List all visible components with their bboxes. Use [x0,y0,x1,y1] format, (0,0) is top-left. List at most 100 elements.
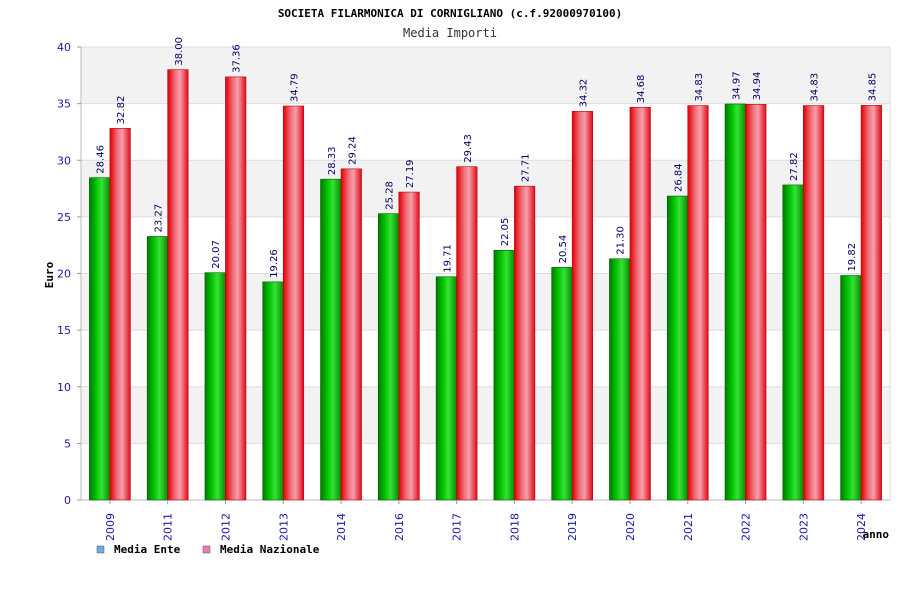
bar-media-ente-2023 [782,184,804,501]
bar-media-nazionale-2016 [398,191,420,501]
plot-band [81,103,890,161]
chart-subtitle: Media Importi [403,26,497,40]
data-label: 22.05 [500,218,511,247]
data-label: 28.33 [327,147,338,176]
x-tick-label: 2021 [682,513,695,541]
legend: Media Ente Media Nazionale [96,543,320,556]
y-tick-label: 5 [64,437,71,450]
x-tick-label: 2016 [393,513,406,541]
data-label: 34.32 [578,79,589,108]
plot-band [81,330,890,387]
bar-media-nazionale-2023 [803,105,825,501]
bar-media-ente-2017 [435,276,457,501]
x-tick-label: 2018 [508,513,521,541]
data-label: 34.97 [731,71,742,100]
y-tick-label: 40 [57,41,71,54]
data-labels: 28.46 32.82 23.27 38.00 20.07 37.36 19.26 34.79… [96,37,879,278]
data-label: 29.43 [463,134,474,163]
x-tick-label: 2022 [740,513,753,541]
bar-media-nazionale-2017 [456,166,478,501]
y-tick-label: 0 [64,494,71,507]
chart-title: SOCIETA FILARMONICA DI CORNIGLIANO (c.f.… [278,7,622,20]
bar-media-nazionale-2011 [167,69,189,501]
data-label: 27.19 [405,159,416,188]
plot-band [81,216,890,274]
data-label: 38.00 [174,37,185,66]
x-axis-label: anno [863,528,890,541]
bar-media-nazionale-2018 [514,185,536,501]
legend-label-media-ente: Media Ente [114,543,181,556]
data-label: 34.68 [636,75,647,104]
data-label: 34.83 [810,73,821,102]
x-axis-ticks: 2009 2011 2012 2013 2014 2016 2017 2018 2019 2020… [104,500,868,541]
bar-media-ente-2020 [609,258,631,501]
y-tick-label: 20 [57,268,71,281]
bar-media-nazionale-2022 [745,104,767,501]
y-tick-label: 35 [57,98,71,111]
bar-media-ente-2024 [840,275,862,501]
bar-media-nazionale-2014 [340,168,362,501]
bar-media-nazionale-2021 [687,105,709,501]
data-label: 34.83 [694,73,705,102]
x-tick-label: 2013 [277,513,290,541]
y-tick-label: 10 [57,381,71,394]
y-tick-label: 15 [57,324,71,337]
data-label: 19.71 [442,244,453,273]
x-tick-label: 2014 [335,513,348,541]
bar-media-nazionale-2020 [629,106,651,501]
bar-media-nazionale-2013 [282,105,305,501]
data-label: 28.46 [96,145,107,174]
data-label: 34.94 [752,72,763,101]
bar-media-nazionale-2024 [860,105,882,501]
plot-band [81,160,890,217]
plot-band [81,273,890,331]
bar-media-ente-2013 [262,281,284,501]
bar-media-ente-2016 [378,213,400,501]
plot-band [81,386,890,444]
data-label: 34.79 [290,73,301,102]
data-label: 23.27 [153,204,164,233]
bar-media-ente-2021 [666,195,689,501]
x-tick-label: 2024 [855,513,868,541]
bars [89,69,882,501]
bar-media-ente-2019 [551,267,573,501]
bar-media-ente-2014 [320,178,342,501]
y-axis-label: Euro [43,261,56,288]
data-label: 25.28 [385,181,396,210]
y-axis-ticks: 0 5 10 15 20 25 30 35 40 [57,41,81,507]
x-tick-label: 2020 [624,513,637,541]
bar-media-ente-2009 [89,177,111,501]
data-label: 26.84 [674,163,685,192]
y-tick-label: 25 [57,211,71,224]
data-label: 27.82 [789,152,800,181]
data-label: 32.82 [116,96,127,125]
x-tick-label: 2017 [451,513,464,541]
legend-swatch-media-nazionale [202,545,211,554]
legend-label-media-nazionale: Media Nazionale [220,543,320,556]
data-label: 29.24 [347,136,358,165]
x-tick-label: 2012 [219,513,232,541]
bar-media-ente-2018 [493,249,515,501]
data-label: 37.36 [232,44,243,73]
bar-media-ente-2011 [146,236,168,501]
x-tick-label: 2009 [104,513,117,541]
data-label: 19.26 [269,249,280,278]
plot-band [81,443,890,500]
y-tick-label: 30 [57,154,71,167]
data-label: 20.07 [211,240,222,269]
legend-swatch-media-ente [96,545,105,554]
bar-media-ente-2012 [204,272,226,501]
bar-media-nazionale-2012 [225,76,247,501]
bar-media-ente-2022 [724,103,746,501]
bar-media-nazionale-2019 [571,111,593,501]
bar-media-nazionale-2009 [109,128,131,501]
data-label: 20.54 [558,235,569,264]
data-label: 19.82 [847,243,858,272]
x-tick-label: 2019 [566,513,579,541]
data-label: 21.30 [616,226,627,255]
x-tick-label: 2011 [162,513,175,541]
x-tick-label: 2023 [797,513,810,541]
data-label: 34.85 [867,73,878,102]
plot-band [81,47,890,104]
